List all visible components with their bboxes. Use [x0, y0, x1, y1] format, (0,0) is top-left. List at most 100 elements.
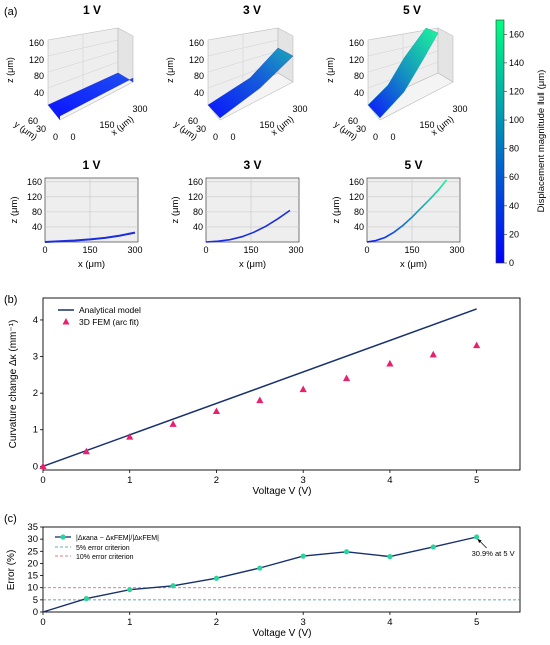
y-tick-label: 10: [27, 583, 38, 594]
surface-x-label: x (μm): [269, 114, 295, 138]
profile-z-tick: 40: [193, 222, 203, 232]
top-title-3v: 3 V: [243, 3, 261, 17]
surface-z-label: z (μm): [165, 57, 175, 83]
colorbar-tick-label: 140: [509, 58, 524, 68]
fem-point: [473, 341, 481, 349]
surface-z-tick: 160: [29, 38, 44, 48]
surface-x-tick: 150: [259, 120, 274, 130]
error-point: [83, 596, 89, 602]
profile-z-label: z (μm): [331, 196, 342, 223]
colorbar-label: Displacement magnitude ‖u‖ (μm): [536, 70, 547, 213]
fem-point: [342, 374, 351, 382]
legend-marker-error: [60, 534, 66, 540]
surface-y-tick: 30: [196, 124, 206, 134]
profile-z-tick: 120: [27, 192, 42, 202]
surface-z-tick: 40: [34, 88, 44, 98]
surface-x-tick: 0: [70, 132, 75, 142]
x-tick-label: 3: [301, 475, 306, 486]
surface-x-tick: 300: [132, 104, 147, 114]
surface-x-label: x (μm): [429, 114, 455, 138]
surface-z-tick: 120: [29, 55, 44, 65]
profile-x-tick: 300: [127, 245, 142, 255]
x-tick-label: 0: [40, 617, 45, 628]
bottom-title: 5 V: [404, 158, 422, 172]
fem-point: [386, 359, 394, 367]
legend-label: 5% error criterion: [76, 545, 130, 552]
profile-x-tick: 0: [42, 245, 47, 255]
profile-z-tick: 160: [349, 177, 364, 187]
surface-y-tick: 0: [53, 132, 58, 142]
colorbar-tick-label: 0: [509, 258, 514, 268]
chart-b-ylabel: Curvature change Δκ (mm⁻¹): [8, 320, 19, 449]
surface-y-tick: 30: [36, 124, 46, 134]
profile-z-tick: 80: [32, 207, 42, 217]
annotation-arrowhead: [477, 538, 482, 543]
y-tick-label: 15: [27, 571, 38, 582]
profile-frames: [44, 177, 461, 243]
profile-curve: [44, 231, 136, 243]
legend-label-fem: 3D FEM (arc fit): [79, 317, 139, 327]
profile-x-tick: 300: [288, 245, 303, 255]
profile-x-tick: 150: [404, 245, 419, 255]
legend-label: 10% error criterion: [76, 554, 134, 561]
colorbar-tick-label: 20: [509, 229, 519, 239]
top-title-1v: 1 V: [83, 3, 101, 17]
x-tick-label: 5: [474, 475, 479, 486]
y-tick-label: 1: [33, 425, 38, 436]
panel-label-a: (a): [4, 6, 17, 18]
chart-c-xlabel: Voltage V (V): [253, 628, 312, 639]
colorbar-tick-label: 100: [509, 115, 524, 125]
error-point: [127, 587, 133, 593]
surface-y-tick: 0: [373, 132, 378, 142]
error-point: [257, 565, 263, 571]
y-tick-label: 2: [33, 388, 38, 399]
surface-y-tick: 0: [213, 132, 218, 142]
x-tick-label: 4: [387, 617, 392, 628]
x-tick-label: 5: [474, 617, 479, 628]
surface-x-tick: 150: [99, 120, 114, 130]
surface-z-tick: 80: [354, 71, 364, 81]
surface-z-label: z (μm): [5, 57, 15, 83]
chart-c-frame: [42, 526, 521, 613]
panel-label-b: (b): [4, 294, 17, 306]
surface-x-tick: 150: [419, 120, 434, 130]
chart-b-frame: [42, 297, 521, 471]
chart-c-ylabel: Error (%): [6, 550, 17, 591]
legend-label-analytical: Analytical model: [79, 305, 141, 315]
surface-y-tick: 60: [28, 116, 38, 126]
y-tick-label: 20: [27, 558, 38, 569]
error-point: [387, 554, 393, 560]
surface-z-tick: 120: [349, 55, 364, 65]
fem-point: [299, 385, 307, 393]
x-tick-label: 1: [127, 617, 132, 628]
profile-z-tick: 120: [349, 192, 364, 202]
y-tick-label: 0: [33, 461, 38, 472]
surface-x-tick: 0: [390, 132, 395, 142]
profile-z-tick: 160: [27, 177, 42, 187]
profile-z-tick: 40: [32, 222, 42, 232]
x-tick-label: 2: [214, 475, 219, 486]
surface-x-tick: 300: [292, 104, 307, 114]
profile-z-label: z (μm): [9, 196, 20, 223]
bottom-title: 3 V: [243, 158, 261, 172]
legend-marker-fem: [62, 318, 70, 325]
profile-x-tick: 300: [449, 245, 464, 255]
surface-z-tick: 40: [354, 88, 364, 98]
fem-point: [212, 407, 221, 415]
analytical-model-line: [42, 308, 477, 468]
error-point: [170, 583, 176, 589]
y-tick-label: 3: [33, 352, 38, 363]
profile-x-label: x (μm): [400, 259, 427, 270]
surface-x-tick: 0: [230, 132, 235, 142]
profile-curve: [366, 179, 448, 243]
colorbar-tick-label: 80: [509, 144, 519, 154]
bottom-title: 1 V: [82, 158, 100, 172]
y-tick-label: 35: [27, 522, 38, 533]
profile-z-label: z (μm): [170, 196, 181, 223]
surface-x-label: x (μm): [109, 114, 135, 138]
x-tick-label: 0: [40, 475, 45, 486]
y-tick-label: 4: [33, 315, 38, 326]
